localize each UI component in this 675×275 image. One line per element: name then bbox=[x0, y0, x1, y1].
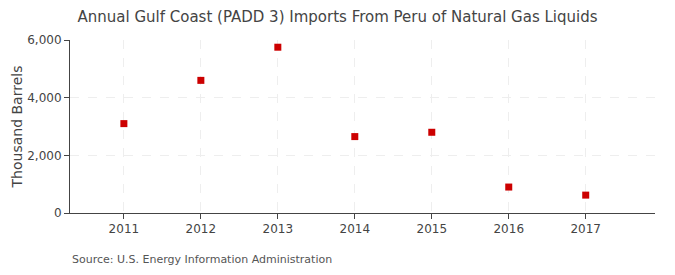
svg-text:2014: 2014 bbox=[340, 222, 371, 236]
svg-text:2017: 2017 bbox=[570, 222, 601, 236]
svg-text:6,000: 6,000 bbox=[27, 33, 61, 47]
svg-text:2011: 2011 bbox=[109, 222, 140, 236]
svg-text:2016: 2016 bbox=[493, 222, 524, 236]
svg-text:2013: 2013 bbox=[263, 222, 294, 236]
svg-text:4,000: 4,000 bbox=[27, 91, 61, 105]
svg-text:Thousand Barrels: Thousand Barrels bbox=[9, 66, 25, 189]
svg-text:2012: 2012 bbox=[186, 222, 217, 236]
svg-text:Source: U.S. Energy Informatio: Source: U.S. Energy Information Administ… bbox=[72, 253, 332, 266]
svg-text:0: 0 bbox=[54, 206, 62, 220]
svg-text:Annual Gulf Coast (PADD 3) Imp: Annual Gulf Coast (PADD 3) Imports From … bbox=[77, 8, 597, 26]
svg-text:2015: 2015 bbox=[417, 222, 448, 236]
svg-text:2,000: 2,000 bbox=[27, 149, 61, 163]
